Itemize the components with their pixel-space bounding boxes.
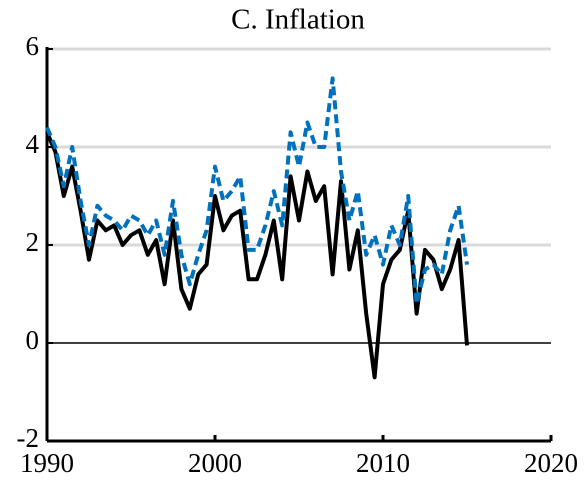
data-line <box>45 131 469 380</box>
x-tick-label: 2010 <box>356 448 410 478</box>
y-tick-label: 0 <box>26 325 40 355</box>
y-tick-label: 4 <box>26 129 40 159</box>
y-tick-label: -2 <box>17 423 40 453</box>
x-tick-label: 1990 <box>20 448 74 478</box>
chart-title: C. Inflation <box>231 4 365 36</box>
x-tick-label: 2000 <box>188 448 242 478</box>
data-line <box>45 76 469 306</box>
x-tick-label: 2020 <box>524 448 578 478</box>
y-tick-label: 2 <box>26 227 40 257</box>
y-tick-label: 6 <box>26 31 40 61</box>
